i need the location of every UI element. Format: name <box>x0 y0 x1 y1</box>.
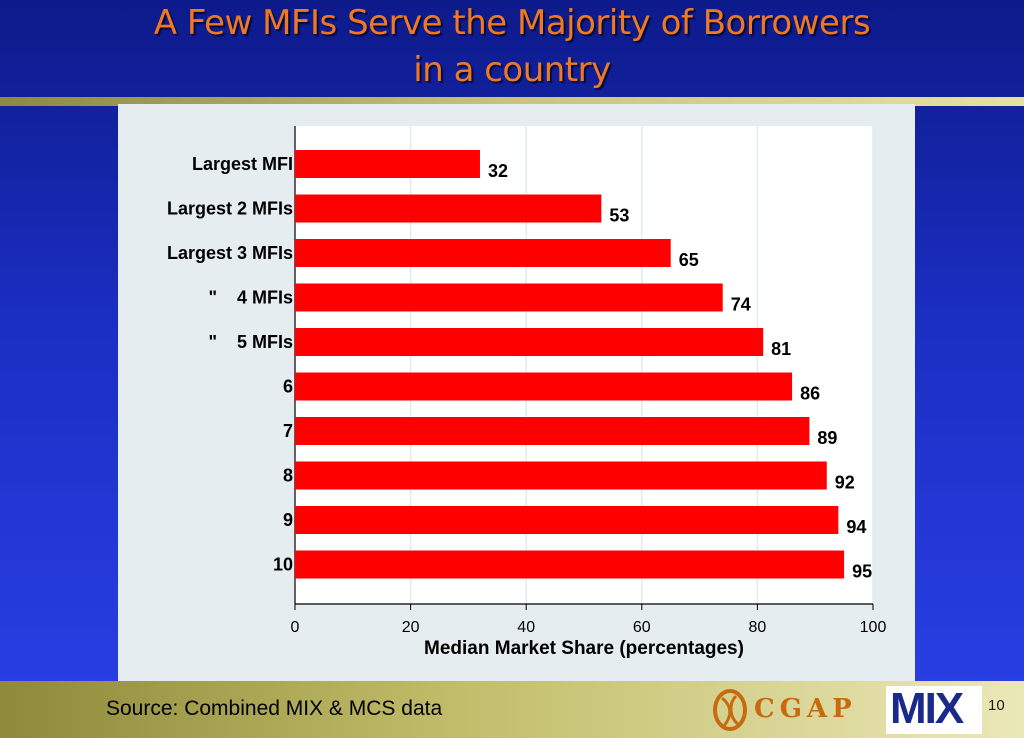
value-label-6: 86 <box>800 384 820 404</box>
title-line-2: in a country <box>413 50 611 90</box>
category-label-10: 10 <box>273 555 293 575</box>
page-number: 10 <box>988 697 1005 714</box>
value-label-10: 95 <box>852 562 872 582</box>
title-line-1: A Few MFIs Serve the Majority of Borrowe… <box>153 3 871 43</box>
x-tick-label-100: 100 <box>860 619 887 636</box>
value-label-8: 92 <box>835 473 855 493</box>
x-axis-title: Median Market Share (percentages) <box>424 638 744 659</box>
value-label-3: 65 <box>679 250 699 270</box>
cgap-logo: CGAP <box>754 694 857 724</box>
value-label-7: 89 <box>817 428 837 448</box>
category-label-6: 6 <box>283 377 293 397</box>
cgap-emblem-icon <box>713 689 747 731</box>
footer-logos: CGAP MIX <box>708 684 1024 736</box>
bar-7 <box>295 417 810 445</box>
bar-3 <box>295 239 671 267</box>
mix-logo-box: MIX <box>886 684 982 734</box>
source-note: Source: Combined MIX & MCS data <box>106 697 443 720</box>
x-tick-label-40: 40 <box>517 619 535 636</box>
bar-5 <box>295 328 764 356</box>
category-label-7: 7 <box>283 421 293 441</box>
category-label-8: 8 <box>283 466 293 486</box>
value-label-9: 94 <box>846 517 866 537</box>
category-label-5: " 5 MFIs <box>208 332 293 352</box>
mix-logo: MIX <box>890 684 964 734</box>
category-label-1: Largest MFI <box>192 154 293 174</box>
bar-2 <box>295 194 602 223</box>
value-label-1: 32 <box>488 161 508 181</box>
category-label-3: Largest 3 MFIs <box>167 243 293 263</box>
x-tick-label-60: 60 <box>633 619 651 636</box>
bar-6 <box>295 372 793 401</box>
bar-8 <box>295 461 827 490</box>
bar-10 <box>295 550 845 579</box>
bar-chart: 0 20 40 60 80 100 32 Largest MFI 53 Largest 2 MFI… <box>167 126 887 659</box>
category-label-2: Largest 2 MFIs <box>167 199 293 219</box>
x-tick-label-20: 20 <box>402 619 420 636</box>
category-label-4: " 4 MFIs <box>208 288 293 308</box>
chart-panel: 0 20 40 60 80 100 32 Largest MFI 53 Largest 2 MFI… <box>118 104 915 682</box>
value-label-5: 81 <box>771 339 791 359</box>
value-label-4: 74 <box>731 295 751 315</box>
bar-4 <box>295 283 723 312</box>
category-label-9: 9 <box>283 510 293 530</box>
bar-9 <box>295 506 839 534</box>
value-label-2: 53 <box>609 206 629 226</box>
bar-1 <box>295 150 480 178</box>
header-divider-band <box>0 97 1024 106</box>
slide-title: A Few MFIs Serve the Majority of Borrowe… <box>0 0 1024 94</box>
footer-band <box>0 681 1024 738</box>
x-tick-label-0: 0 <box>291 619 300 636</box>
x-tick-label-80: 80 <box>749 619 767 636</box>
mix-logo-text: MIX <box>890 684 964 733</box>
